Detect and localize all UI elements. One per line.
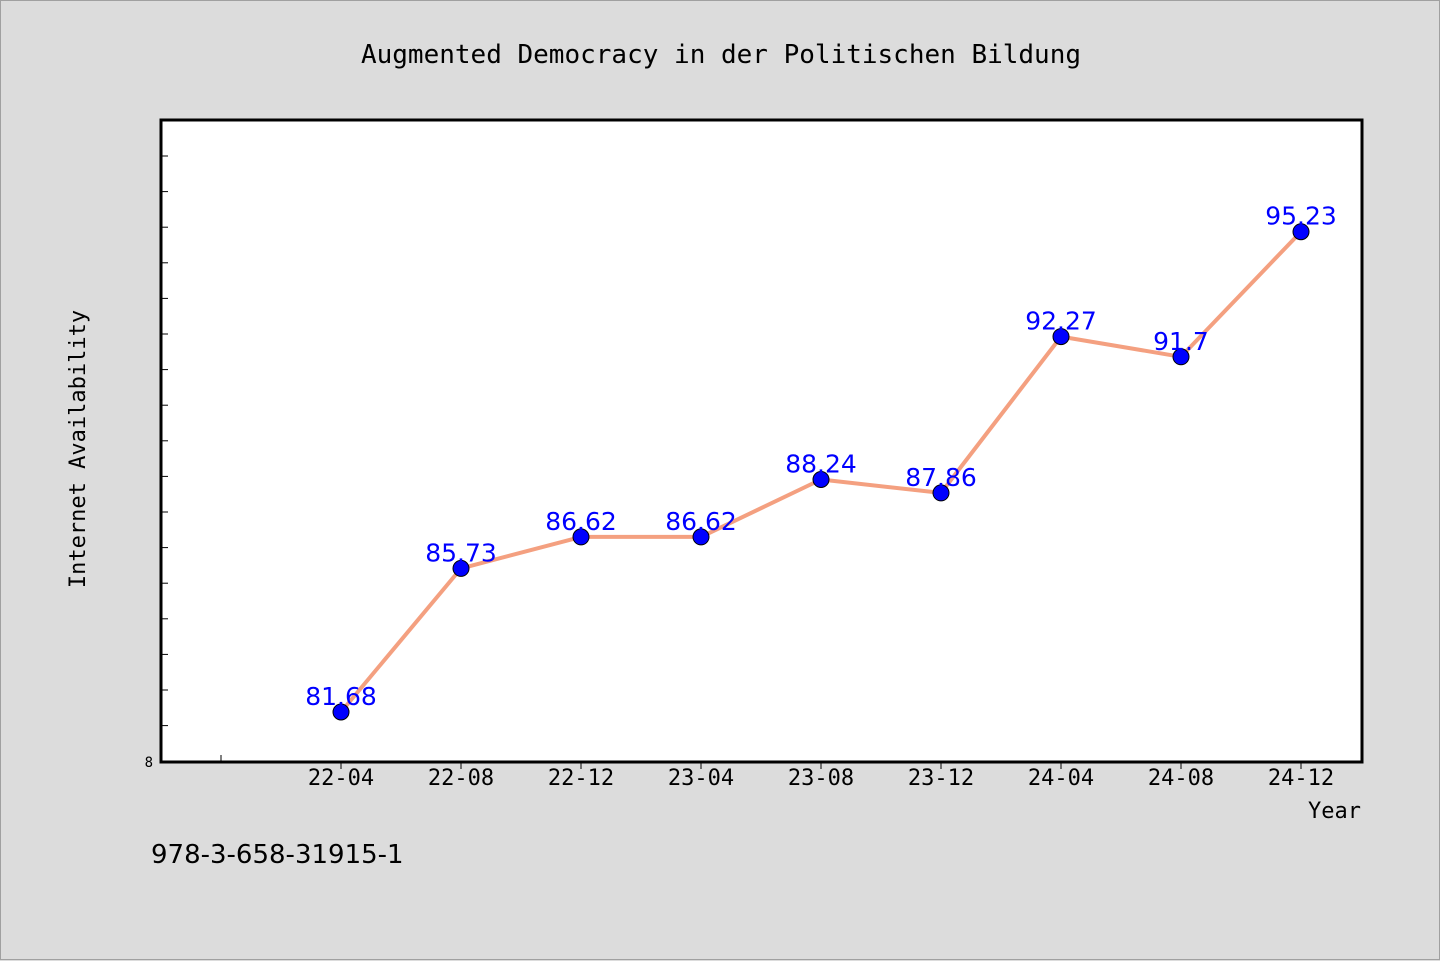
- data-label: 87.86: [905, 463, 977, 492]
- data-label: 88.24: [785, 450, 857, 479]
- data-series: 81.68 85.73 86.62 86.62 88.24 87.86 92.27 91.7 9…: [305, 202, 1337, 721]
- y-axis-label: Internet Availability: [66, 310, 91, 588]
- x-axis-ticks: 22-04 22-08 22-12 23-04 23-08 23-12 24-04 24-08…: [220, 755, 1334, 791]
- x-tick-label: 23-12: [908, 766, 974, 791]
- x-tick-label: 22-04: [308, 766, 374, 791]
- x-tick-label: 22-08: [428, 766, 494, 791]
- x-tick-label: 24-12: [1268, 766, 1334, 791]
- data-point: [812, 471, 830, 488]
- data-label: 85.73: [425, 538, 497, 567]
- chart-title: Augmented Democracy in der Politischen B…: [361, 40, 1081, 70]
- x-tick-label: 24-08: [1148, 766, 1214, 791]
- x-tick-label: 24-04: [1028, 766, 1094, 791]
- data-point: [1052, 328, 1070, 346]
- x-tick-label: 23-04: [668, 766, 734, 791]
- data-label: 95.23: [1265, 202, 1337, 231]
- y-tick-label: 8: [145, 755, 153, 771]
- x-axis-label: Year: [1308, 799, 1361, 824]
- data-point: [332, 703, 350, 721]
- x-tick-label: 23-08: [788, 766, 854, 791]
- data-point: [1292, 223, 1310, 241]
- data-label: 81.68: [305, 682, 377, 711]
- data-label: 86.62: [665, 507, 737, 536]
- x-tick-label: 22-12: [548, 766, 614, 791]
- data-label: 86.62: [545, 507, 617, 536]
- plot-area: [159, 118, 1364, 764]
- y-axis-ticks: [161, 155, 168, 727]
- data-point: [452, 559, 470, 577]
- isbn-footer: 978-3-658-31915-1: [151, 840, 404, 870]
- data-point: [932, 484, 950, 502]
- data-point: [692, 528, 710, 546]
- data-label: 92.27: [1025, 307, 1097, 336]
- data-point: [572, 528, 590, 546]
- data-point: [1172, 348, 1190, 366]
- data-label: 91.7: [1153, 327, 1209, 356]
